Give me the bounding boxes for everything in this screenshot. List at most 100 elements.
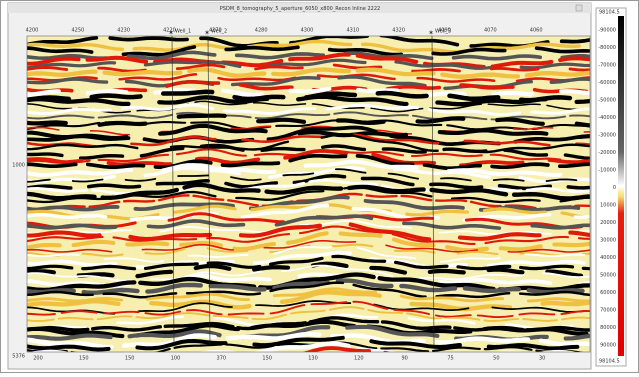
reflector <box>27 178 590 195</box>
reflector <box>27 50 590 61</box>
reflector <box>27 287 590 303</box>
well-track <box>171 35 175 346</box>
colorbar-top-label: 98104.5 <box>599 10 620 16</box>
well-marker: ✶ <box>168 29 174 37</box>
reflector <box>27 63 590 73</box>
colorbar-tick-label: 70000 <box>600 308 616 314</box>
colorbar-tick-label: -10000 <box>598 168 616 174</box>
reflector <box>27 225 590 246</box>
top-axis-label: 4090 <box>438 28 451 34</box>
reflector <box>27 341 577 352</box>
reflector <box>27 254 590 271</box>
colorbar-tick-label: 10000 <box>600 203 616 209</box>
reflector <box>27 300 590 319</box>
bottom-axis-label: 90 <box>401 356 407 362</box>
top-axis-label: 4200 <box>26 28 39 34</box>
well-track <box>207 35 211 346</box>
well-label: Well_2 <box>211 29 227 35</box>
colorbar-tick-label: -30000 <box>598 133 616 139</box>
colorbar-tick-label: -70000 <box>598 63 616 69</box>
reflector <box>27 159 590 178</box>
well-marker: ✶ <box>204 29 210 37</box>
close-button[interactable] <box>575 4 583 12</box>
reflector <box>27 221 590 242</box>
reflector <box>27 174 590 191</box>
reflector <box>27 67 590 79</box>
bottom-axis-label: 150 <box>125 356 135 362</box>
reflector <box>27 133 590 154</box>
colorbar-tick-label: 60000 <box>600 290 616 296</box>
top-axis-label: 4280 <box>255 28 268 34</box>
reflector <box>27 44 590 57</box>
colorbar-tick-label: 40000 <box>600 255 616 261</box>
colorbar <box>618 16 624 356</box>
reflector <box>27 119 590 131</box>
reflector <box>27 261 590 280</box>
reflector <box>27 278 590 296</box>
bottom-axis-label: 120 <box>354 356 364 362</box>
reflector <box>27 230 590 253</box>
reflector <box>27 168 590 183</box>
colorbar-tick-label: -20000 <box>598 150 616 156</box>
bottom-axis-label: 200 <box>33 356 43 362</box>
reflector <box>27 124 590 136</box>
reflector <box>27 335 590 352</box>
top-axis-label: 4070 <box>484 28 497 34</box>
reflector <box>27 290 590 312</box>
bottom-axis-label: 50 <box>493 356 499 362</box>
reflector <box>27 319 590 339</box>
left-axis-label: 5376 <box>12 354 25 360</box>
colorbar-tick-label: 30000 <box>600 238 616 244</box>
colorbar-tick-label: -90000 <box>598 28 616 34</box>
reflector <box>27 143 590 161</box>
title-bar <box>8 3 591 13</box>
reflector <box>27 300 590 315</box>
bottom-axis-label: 30 <box>539 356 545 362</box>
well-track <box>431 35 435 346</box>
reflector <box>27 240 590 253</box>
reflector <box>27 243 590 257</box>
reflector <box>27 39 590 54</box>
plot-border <box>26 35 591 353</box>
top-axis-label: 4230 <box>117 28 130 34</box>
top-axis-label: 4060 <box>530 28 543 34</box>
well-label: Well_1 <box>175 29 191 35</box>
colorbar-tick-label: 20000 <box>600 220 616 226</box>
reflector <box>27 52 590 69</box>
colorbar-tick-label: -40000 <box>598 115 616 121</box>
reflector <box>27 306 590 322</box>
reflector <box>27 148 590 168</box>
reflector <box>27 182 590 201</box>
reflector <box>27 36 590 49</box>
colorbar-tick-label: 0 <box>613 185 616 191</box>
top-axis-label: 4300 <box>301 28 314 34</box>
reflector <box>27 203 590 222</box>
reflector <box>27 103 590 117</box>
reflector <box>27 94 590 107</box>
bottom-axis-label: 100 <box>171 356 181 362</box>
reflector <box>27 85 590 98</box>
reflector <box>27 331 590 350</box>
colorbar-tick-label: 50000 <box>600 273 616 279</box>
well-marker: ✶ <box>428 29 434 37</box>
bottom-axis-label: 370 <box>217 356 227 362</box>
colorbar-tick-label: -80000 <box>598 45 616 51</box>
reflector <box>27 133 590 148</box>
reflector <box>27 58 590 70</box>
reflector <box>27 153 590 171</box>
reflector <box>27 264 590 282</box>
reflector <box>27 245 590 263</box>
bottom-axis-label: 130 <box>308 356 318 362</box>
reflector <box>27 281 590 299</box>
bottom-axis-label: 75 <box>447 356 453 362</box>
top-axis-label: 4310 <box>346 28 359 34</box>
reflector <box>27 250 590 270</box>
bottom-axis-label: 150 <box>262 356 272 362</box>
colorbar-tick-label: -50000 <box>598 98 616 104</box>
colorbar-tick-label: -60000 <box>598 80 616 86</box>
reflector <box>27 219 590 236</box>
reflector <box>27 100 590 114</box>
top-axis-label: 4250 <box>71 28 84 34</box>
colorbar-bottom-label: 98104.5 <box>599 359 620 365</box>
